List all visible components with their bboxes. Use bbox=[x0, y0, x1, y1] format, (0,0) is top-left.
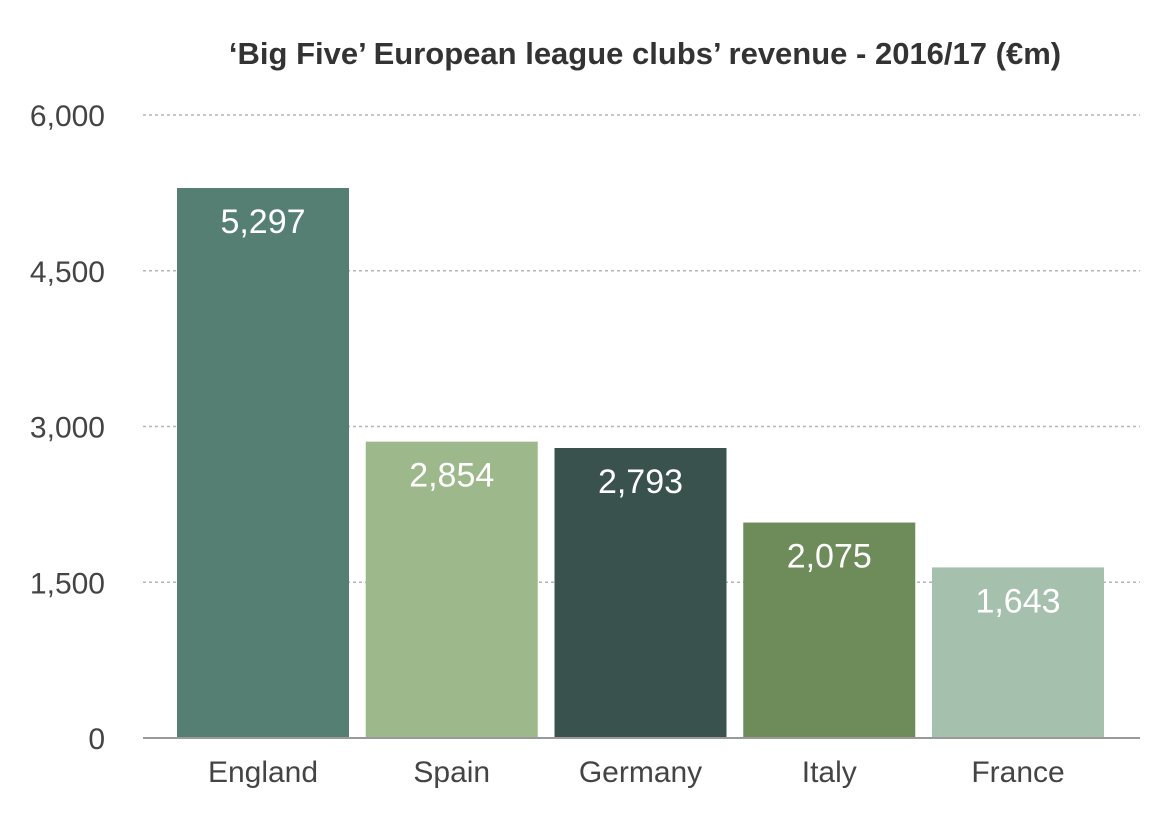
y-tick-label: 6,000 bbox=[30, 100, 105, 133]
bars bbox=[177, 187, 1104, 739]
x-tick-label-spain: Spain bbox=[413, 756, 490, 789]
bar-germany bbox=[554, 447, 727, 738]
bar-england bbox=[177, 187, 349, 739]
bar-france bbox=[932, 567, 1104, 738]
y-axis: 0 1,500 3,000 4,500 6,000 bbox=[30, 100, 105, 756]
y-tick-label: 4,500 bbox=[30, 256, 105, 289]
data-label-spain: 2,854 bbox=[409, 457, 494, 495]
data-labels: 5,297 2,854 2,793 2,075 1,643 bbox=[220, 203, 1060, 620]
y-tick-label: 1,500 bbox=[30, 567, 105, 600]
y-tick-label: 3,000 bbox=[30, 412, 105, 445]
x-tick-label-france: France bbox=[971, 756, 1064, 789]
bar-italy bbox=[743, 522, 916, 738]
x-tick-label-england: England bbox=[208, 756, 318, 789]
x-axis: England Spain Germany Italy France bbox=[143, 737, 1140, 789]
bar-spain bbox=[365, 441, 538, 738]
y-tick-label: 0 bbox=[88, 723, 105, 756]
data-label-france: 1,643 bbox=[975, 582, 1060, 620]
x-tick-label-germany: Germany bbox=[579, 756, 702, 789]
data-label-england: 5,297 bbox=[220, 203, 305, 241]
chart-title: ‘Big Five’ European league clubs’ revenu… bbox=[228, 36, 1062, 71]
data-label-germany: 2,793 bbox=[598, 463, 683, 501]
data-label-italy: 2,075 bbox=[787, 538, 872, 576]
x-tick-label-italy: Italy bbox=[802, 756, 857, 789]
